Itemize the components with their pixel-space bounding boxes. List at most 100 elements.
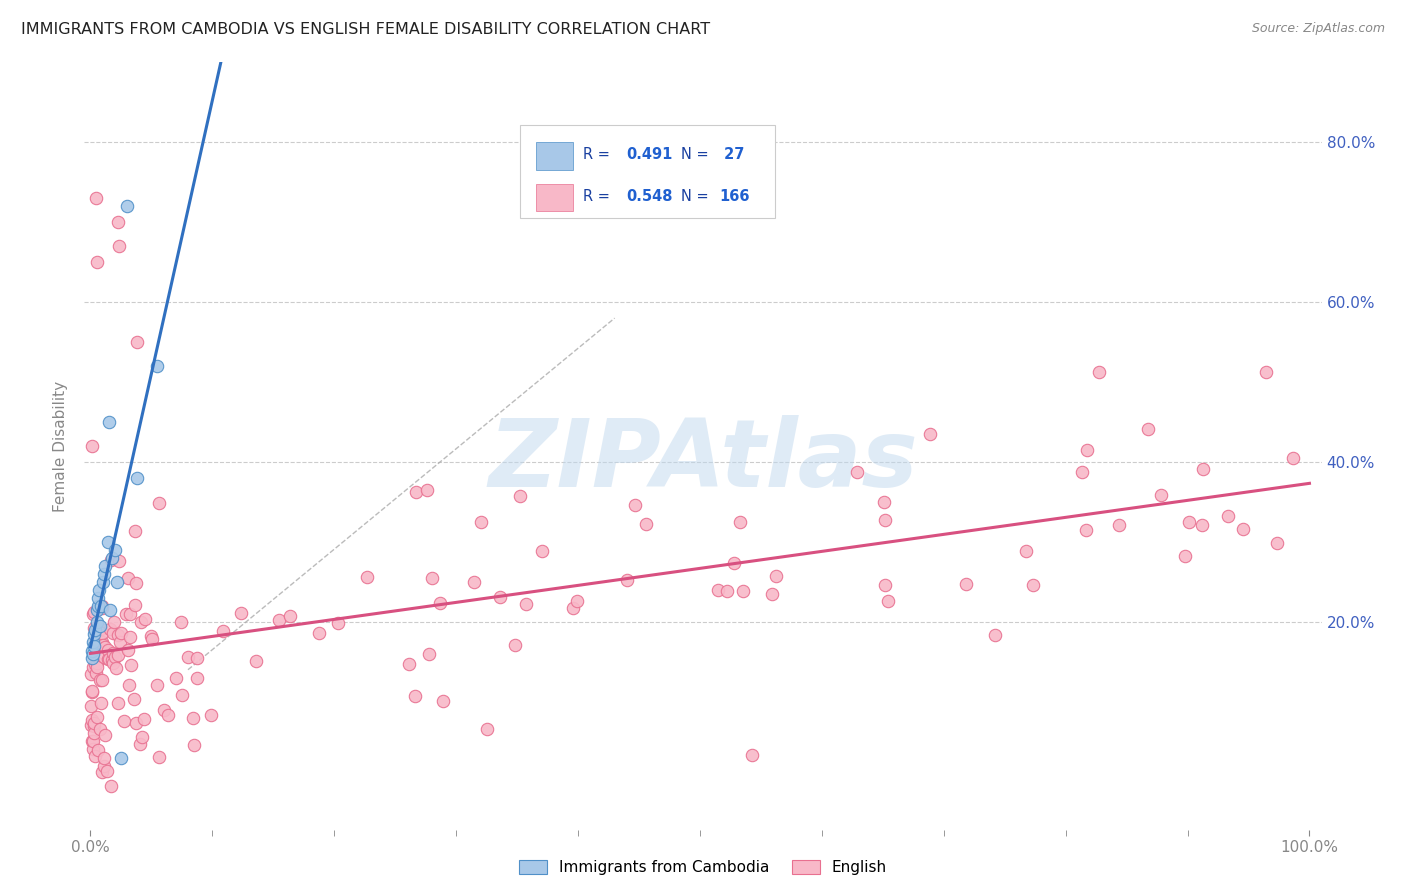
Point bbox=[146, 359, 169, 373]
Point bbox=[707, 582, 730, 597]
Point bbox=[98, 603, 121, 617]
Point bbox=[83, 639, 105, 653]
Point bbox=[505, 639, 527, 653]
Point bbox=[90, 638, 112, 652]
Point bbox=[80, 644, 103, 658]
Text: Source: ZipAtlas.com: Source: ZipAtlas.com bbox=[1251, 22, 1385, 36]
Point bbox=[1022, 578, 1045, 592]
Point bbox=[90, 673, 112, 688]
Point bbox=[716, 584, 738, 599]
Point bbox=[108, 634, 131, 648]
Point bbox=[83, 621, 105, 635]
Text: IMMIGRANTS FROM CAMBODIA VS ENGLISH FEMALE DISABILITY CORRELATION CHART: IMMIGRANTS FROM CAMBODIA VS ENGLISH FEMA… bbox=[21, 22, 710, 37]
Point bbox=[108, 239, 131, 253]
Point bbox=[87, 743, 110, 757]
Point bbox=[1015, 544, 1038, 558]
Point bbox=[567, 593, 589, 607]
Point bbox=[148, 749, 170, 764]
Point bbox=[470, 515, 492, 529]
Point bbox=[100, 779, 122, 793]
Point bbox=[131, 730, 153, 744]
Point bbox=[98, 622, 121, 636]
Text: N =: N = bbox=[681, 188, 713, 203]
Point bbox=[475, 722, 498, 736]
Point bbox=[84, 191, 107, 205]
Point bbox=[872, 495, 894, 509]
Point bbox=[107, 648, 129, 663]
Point bbox=[93, 759, 115, 773]
Point bbox=[110, 626, 132, 640]
Point bbox=[89, 673, 111, 688]
Point bbox=[120, 607, 142, 621]
Point bbox=[86, 656, 108, 670]
Point bbox=[415, 483, 437, 498]
Point bbox=[1174, 549, 1197, 563]
Point bbox=[730, 515, 752, 529]
Point bbox=[1265, 535, 1288, 549]
Point bbox=[117, 678, 139, 692]
Point bbox=[1076, 443, 1098, 458]
Point bbox=[181, 711, 204, 725]
Point bbox=[80, 684, 103, 698]
Point bbox=[741, 747, 763, 762]
Point bbox=[918, 427, 941, 442]
Point bbox=[124, 524, 146, 538]
Point bbox=[125, 471, 148, 485]
Point bbox=[561, 600, 583, 615]
Point bbox=[79, 667, 101, 681]
Text: ZIPAtlas: ZIPAtlas bbox=[488, 416, 918, 508]
Bar bbox=[536, 143, 574, 170]
Point bbox=[955, 577, 977, 591]
Point bbox=[125, 575, 148, 590]
Point bbox=[83, 716, 105, 731]
Point bbox=[326, 615, 349, 630]
Point bbox=[83, 605, 105, 619]
Point bbox=[93, 650, 115, 665]
Point bbox=[101, 653, 124, 667]
Point bbox=[634, 517, 657, 532]
Point bbox=[308, 626, 330, 640]
Point bbox=[200, 708, 222, 723]
Point bbox=[1076, 523, 1098, 537]
Point bbox=[489, 591, 512, 605]
Point bbox=[84, 749, 107, 764]
Point bbox=[420, 571, 443, 585]
Point bbox=[1232, 522, 1254, 536]
Point bbox=[100, 553, 122, 567]
Point bbox=[152, 703, 174, 717]
Point bbox=[101, 656, 124, 670]
Point bbox=[127, 335, 149, 350]
Point bbox=[104, 661, 127, 675]
Point bbox=[107, 215, 129, 229]
Point bbox=[157, 708, 180, 723]
Point bbox=[105, 574, 128, 589]
Point bbox=[82, 741, 104, 756]
Point bbox=[183, 739, 205, 753]
Point bbox=[418, 647, 440, 661]
Point bbox=[1087, 365, 1109, 379]
Point bbox=[80, 717, 103, 731]
Point bbox=[97, 643, 120, 657]
Point bbox=[229, 606, 252, 620]
Point bbox=[177, 649, 200, 664]
Point bbox=[120, 657, 142, 672]
Point bbox=[723, 557, 745, 571]
Point bbox=[84, 657, 107, 671]
Text: R =: R = bbox=[583, 147, 614, 162]
Point bbox=[98, 652, 121, 666]
Point bbox=[94, 640, 117, 654]
Point bbox=[91, 600, 114, 615]
Point bbox=[531, 544, 554, 558]
Text: N =: N = bbox=[681, 147, 713, 162]
Point bbox=[90, 634, 112, 648]
Point bbox=[117, 571, 139, 585]
Point bbox=[87, 599, 110, 613]
Point bbox=[134, 612, 156, 626]
Point bbox=[731, 584, 754, 599]
Point bbox=[146, 678, 169, 692]
Point bbox=[90, 622, 112, 636]
Point bbox=[90, 599, 112, 614]
Point bbox=[1254, 365, 1277, 379]
Point bbox=[1071, 465, 1094, 479]
Point bbox=[463, 575, 485, 590]
